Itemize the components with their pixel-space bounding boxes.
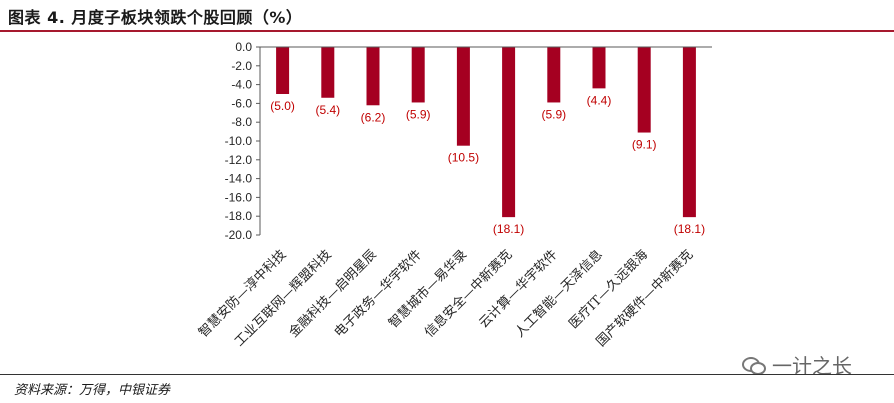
bar bbox=[276, 47, 290, 94]
x-tick-label: 电子政务—华宇软件 bbox=[331, 247, 425, 341]
y-tick-label: -10.0 bbox=[225, 134, 253, 148]
data-label: (9.1) bbox=[632, 138, 657, 152]
bar bbox=[682, 47, 696, 218]
x-tick-label: 云计算—华宇软件 bbox=[476, 247, 560, 331]
y-tick-label: -20.0 bbox=[225, 228, 253, 242]
data-label: (5.4) bbox=[315, 103, 340, 117]
x-tick-label: 医疗IT—久远银海 bbox=[566, 247, 651, 332]
data-label: (4.4) bbox=[587, 93, 612, 107]
bar bbox=[366, 47, 380, 106]
x-tick-label: 智慧安防—淳中科技 bbox=[195, 247, 289, 341]
y-tick-label: -12.0 bbox=[225, 153, 253, 167]
y-tick-label: -4.0 bbox=[231, 78, 252, 92]
data-label: (5.0) bbox=[270, 99, 295, 113]
y-tick-label: 0.0 bbox=[235, 40, 252, 54]
x-tick-label: 人工智能—天泽信息 bbox=[512, 247, 606, 341]
data-label: (10.5) bbox=[448, 151, 479, 165]
wechat-icon bbox=[742, 355, 766, 375]
bar bbox=[456, 47, 470, 146]
source-note: 资料来源：万得，中银证券 bbox=[14, 383, 171, 398]
y-tick-label: -16.0 bbox=[225, 190, 253, 204]
bar bbox=[592, 47, 606, 89]
bar bbox=[547, 47, 561, 103]
bar bbox=[502, 47, 516, 218]
x-tick-label: 智慧城市—易华录 bbox=[385, 247, 470, 332]
bar bbox=[637, 47, 651, 133]
bar-chart: 0.0 -2.0 -4.0 -6.0 -8.0 -10.0 -12.0 -14.0 -16.0 -… bbox=[195, 40, 712, 350]
source-divider bbox=[0, 374, 894, 375]
data-label: (5.9) bbox=[541, 107, 566, 121]
bar bbox=[411, 47, 425, 103]
y-tick-label: -2.0 bbox=[231, 59, 252, 73]
data-label: (5.9) bbox=[406, 107, 431, 121]
title-divider bbox=[0, 30, 894, 32]
y-tick-label: -6.0 bbox=[231, 96, 252, 110]
x-tick-label: 信息安全—中新赛克 bbox=[421, 247, 515, 341]
y-tick-label: -14.0 bbox=[225, 172, 253, 186]
y-tick-label: -8.0 bbox=[231, 115, 252, 129]
y-tick-label: -18.0 bbox=[225, 209, 253, 223]
data-label: (18.1) bbox=[493, 222, 524, 236]
data-label: (6.2) bbox=[361, 110, 386, 124]
bar bbox=[321, 47, 335, 98]
chart-title: 图表 4. 月度子板块领跌个股回顾（%） bbox=[8, 8, 303, 27]
data-label: (18.1) bbox=[674, 222, 705, 236]
x-tick-label: 金融科技—启明星辰 bbox=[286, 247, 380, 341]
